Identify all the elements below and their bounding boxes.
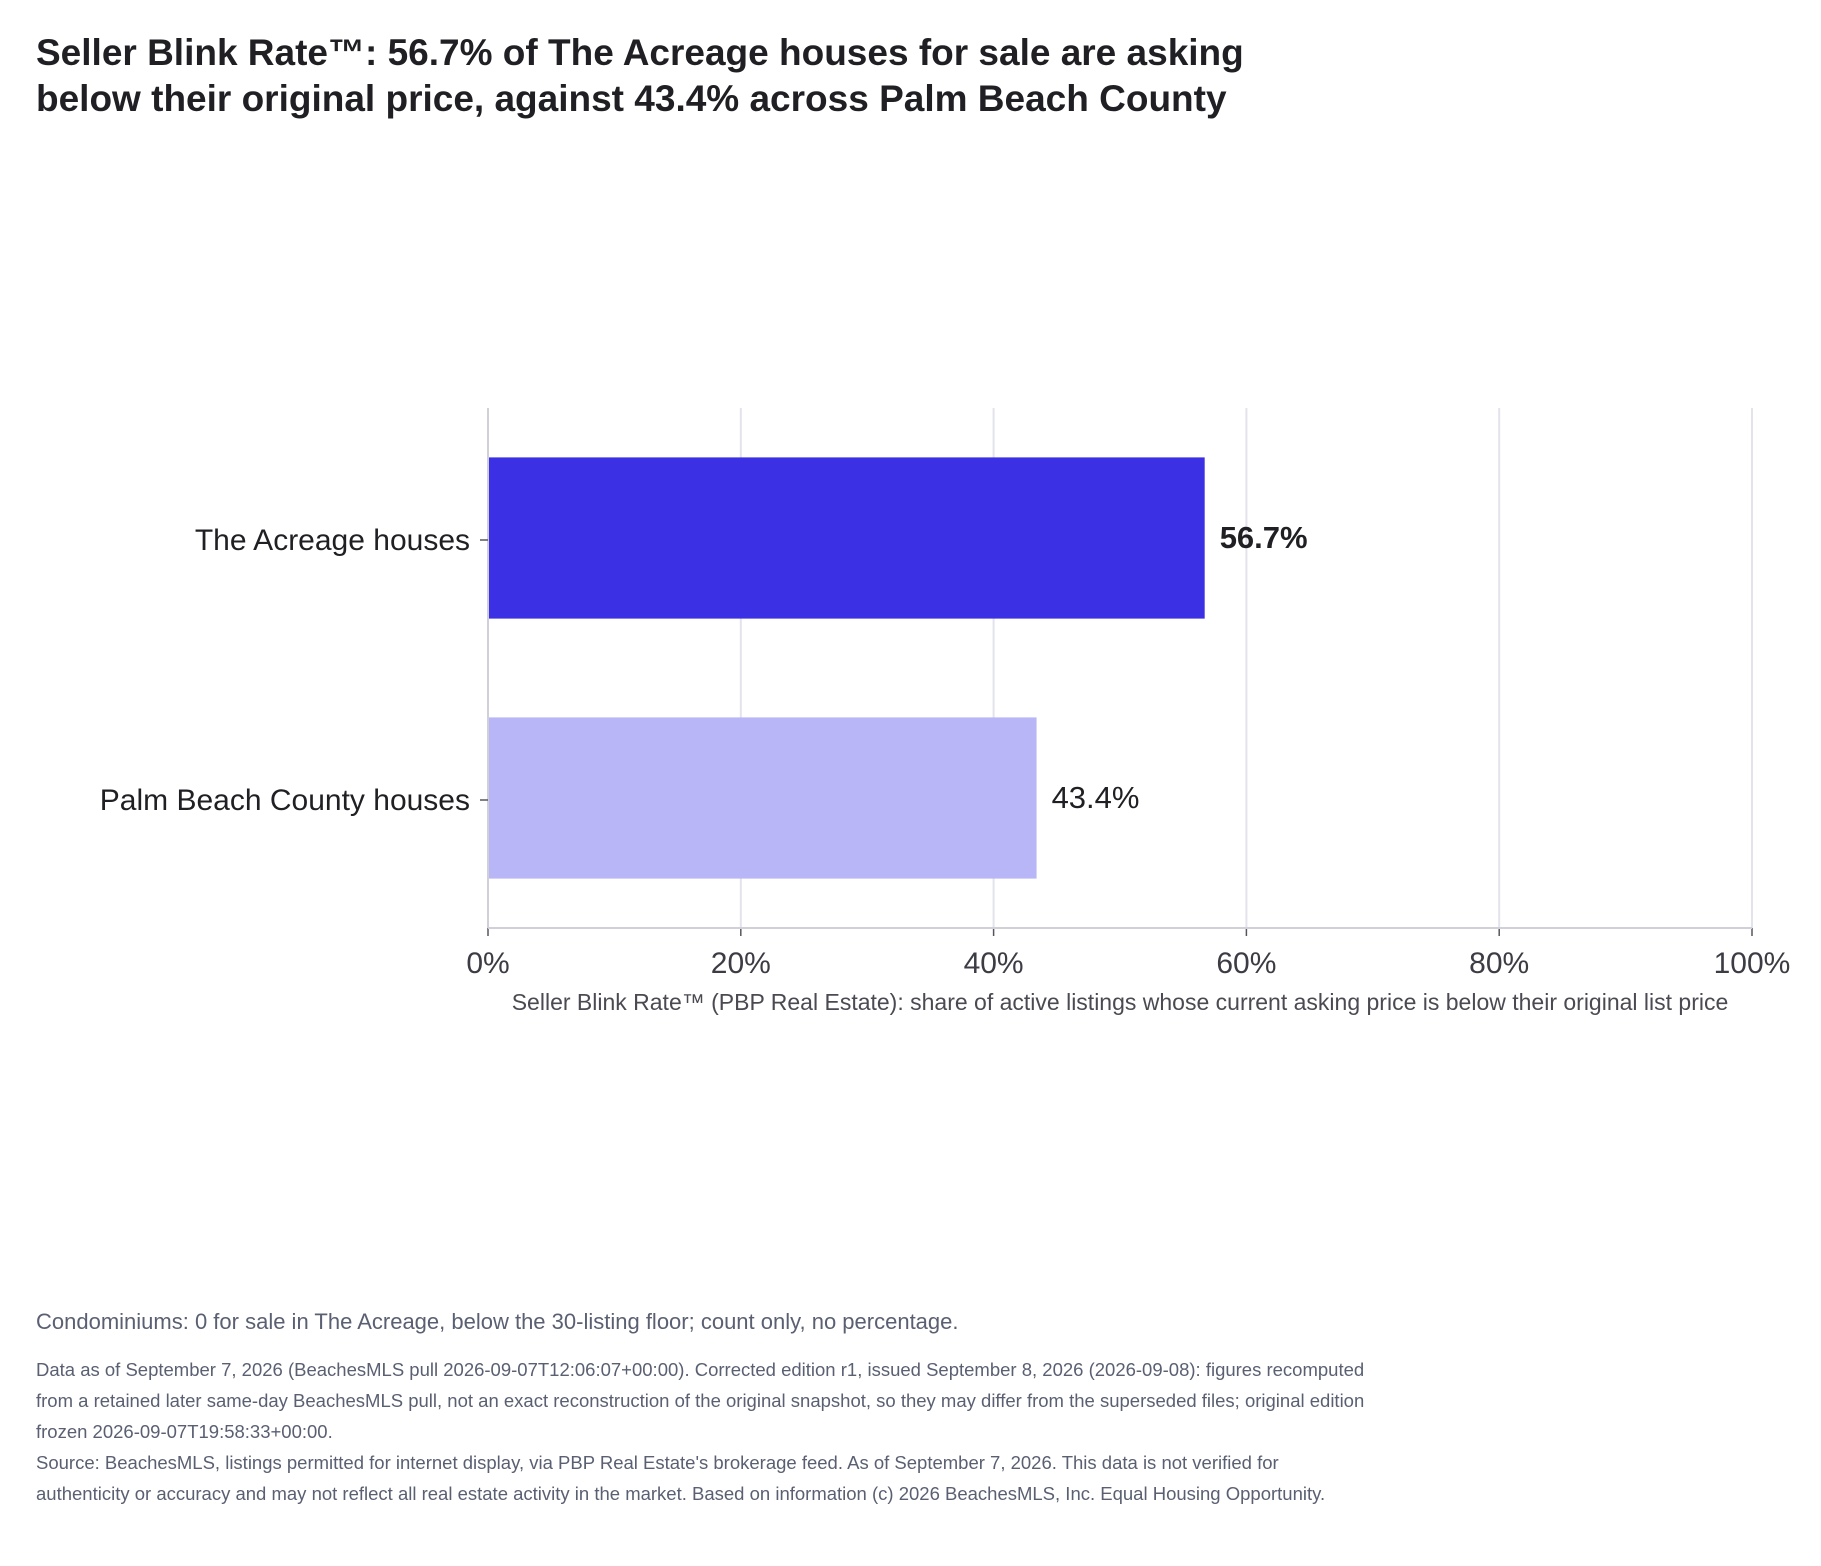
bar bbox=[488, 457, 1205, 619]
bar-chart: 56.7% 43.4% 0% 20% 40% 60% 80% 100% The Acreage… bbox=[100, 408, 1791, 1015]
axes: 0% 20% 40% 60% 80% 100% The Acreage houses Palm… bbox=[100, 408, 1791, 980]
x-tick-label: 60% bbox=[1216, 947, 1276, 980]
footer: Data as of September 7, 2026 (BeachesMLS… bbox=[36, 1354, 1376, 1509]
condo-note: Condominiums: 0 for sale in The Acreage,… bbox=[36, 1309, 959, 1334]
category-label: Palm Beach County houses bbox=[100, 784, 470, 817]
chart-title: Seller Blink Rate™: 56.7% of The Acreage… bbox=[36, 32, 1244, 119]
x-tick-label: 100% bbox=[1714, 947, 1791, 980]
bars: 56.7% 43.4% bbox=[488, 457, 1308, 879]
x-tick-label: 80% bbox=[1469, 947, 1529, 980]
x-tick-label: 20% bbox=[711, 947, 771, 980]
data-label: 56.7% bbox=[1220, 520, 1308, 555]
category-label: The Acreage houses bbox=[195, 524, 470, 557]
bar bbox=[488, 717, 1037, 879]
edition-note: Data as of September 7, 2026 (BeachesMLS… bbox=[36, 1359, 1365, 1442]
source-note: Source: BeachesMLS, listings permitted f… bbox=[36, 1452, 1326, 1504]
x-axis-label: Seller Blink Rate™ (PBP Real Estate): sh… bbox=[512, 989, 1729, 1015]
data-label: 43.4% bbox=[1052, 780, 1140, 815]
x-tick-label: 0% bbox=[466, 947, 509, 980]
x-tick-label: 40% bbox=[964, 947, 1024, 980]
